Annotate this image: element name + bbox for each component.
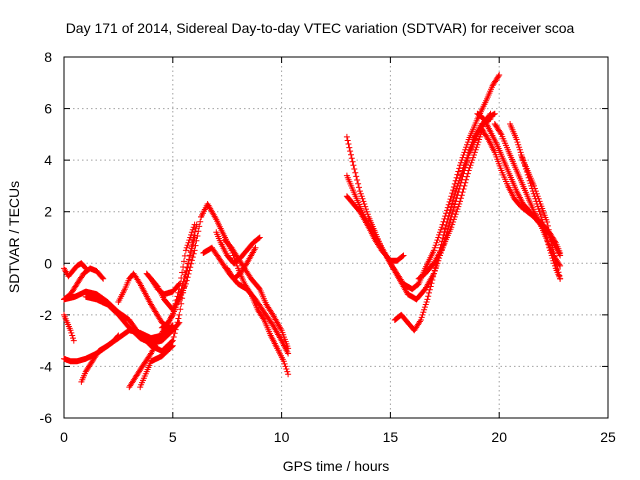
data-points (222, 237, 292, 352)
data-points (343, 193, 407, 264)
data-points (61, 311, 77, 344)
y-tick-label: -2 (40, 307, 53, 323)
series-track-17 (222, 237, 292, 352)
axis-ticks: 0 5 10 15 20 25 -6 -4 -2 0 2 4 6 8 (40, 49, 616, 445)
data-points (61, 260, 89, 280)
series-track-22 (391, 115, 494, 334)
series-track-16 (213, 229, 263, 267)
x-tick-label: 5 (169, 429, 177, 445)
series-track-7 (82, 293, 176, 347)
data-points (158, 234, 198, 331)
series-track-21 (343, 193, 407, 264)
series-track-23 (415, 110, 494, 282)
y-axis-label: SDTVAR / TECUs (6, 181, 22, 293)
series-track-13 (158, 234, 198, 331)
x-tick-label: 0 (60, 429, 68, 445)
plot-frame (63, 56, 609, 419)
data-points (126, 221, 198, 391)
data-points (415, 110, 494, 282)
series-track-9 (126, 221, 198, 391)
x-tick-label: 25 (600, 429, 616, 445)
y-tick-label: 2 (44, 204, 52, 220)
series-track-28 (518, 152, 564, 282)
data-points (391, 115, 494, 334)
data-points (343, 72, 503, 293)
data-series (61, 72, 564, 391)
x-tick-label: 15 (383, 429, 399, 445)
x-axis-label: GPS time / hours (283, 458, 390, 474)
y-tick-label: 0 (44, 255, 52, 271)
grid (64, 57, 608, 418)
data-points (518, 152, 564, 282)
y-tick-label: 8 (44, 49, 52, 65)
chart-title: Day 171 of 2014, Sidereal Day-to-day VTE… (66, 20, 575, 36)
series-track-19 (343, 72, 503, 293)
series-track-4 (61, 311, 77, 344)
data-points (82, 293, 176, 347)
y-tick-label: 4 (44, 152, 52, 168)
x-tick-label: 10 (274, 429, 290, 445)
data-points (224, 244, 259, 282)
y-tick-label: -4 (40, 358, 53, 374)
y-tick-label: 6 (44, 101, 52, 117)
data-points (213, 229, 263, 267)
y-tick-label: -6 (40, 410, 53, 426)
series-track-1 (61, 260, 89, 280)
series-track-10 (137, 342, 176, 391)
series-track-18 (224, 244, 259, 282)
x-tick-label: 20 (491, 429, 507, 445)
data-points (137, 342, 176, 391)
data-points (78, 332, 122, 385)
series-track-5 (61, 265, 107, 303)
data-points (61, 265, 107, 303)
series-track-6 (78, 332, 122, 385)
